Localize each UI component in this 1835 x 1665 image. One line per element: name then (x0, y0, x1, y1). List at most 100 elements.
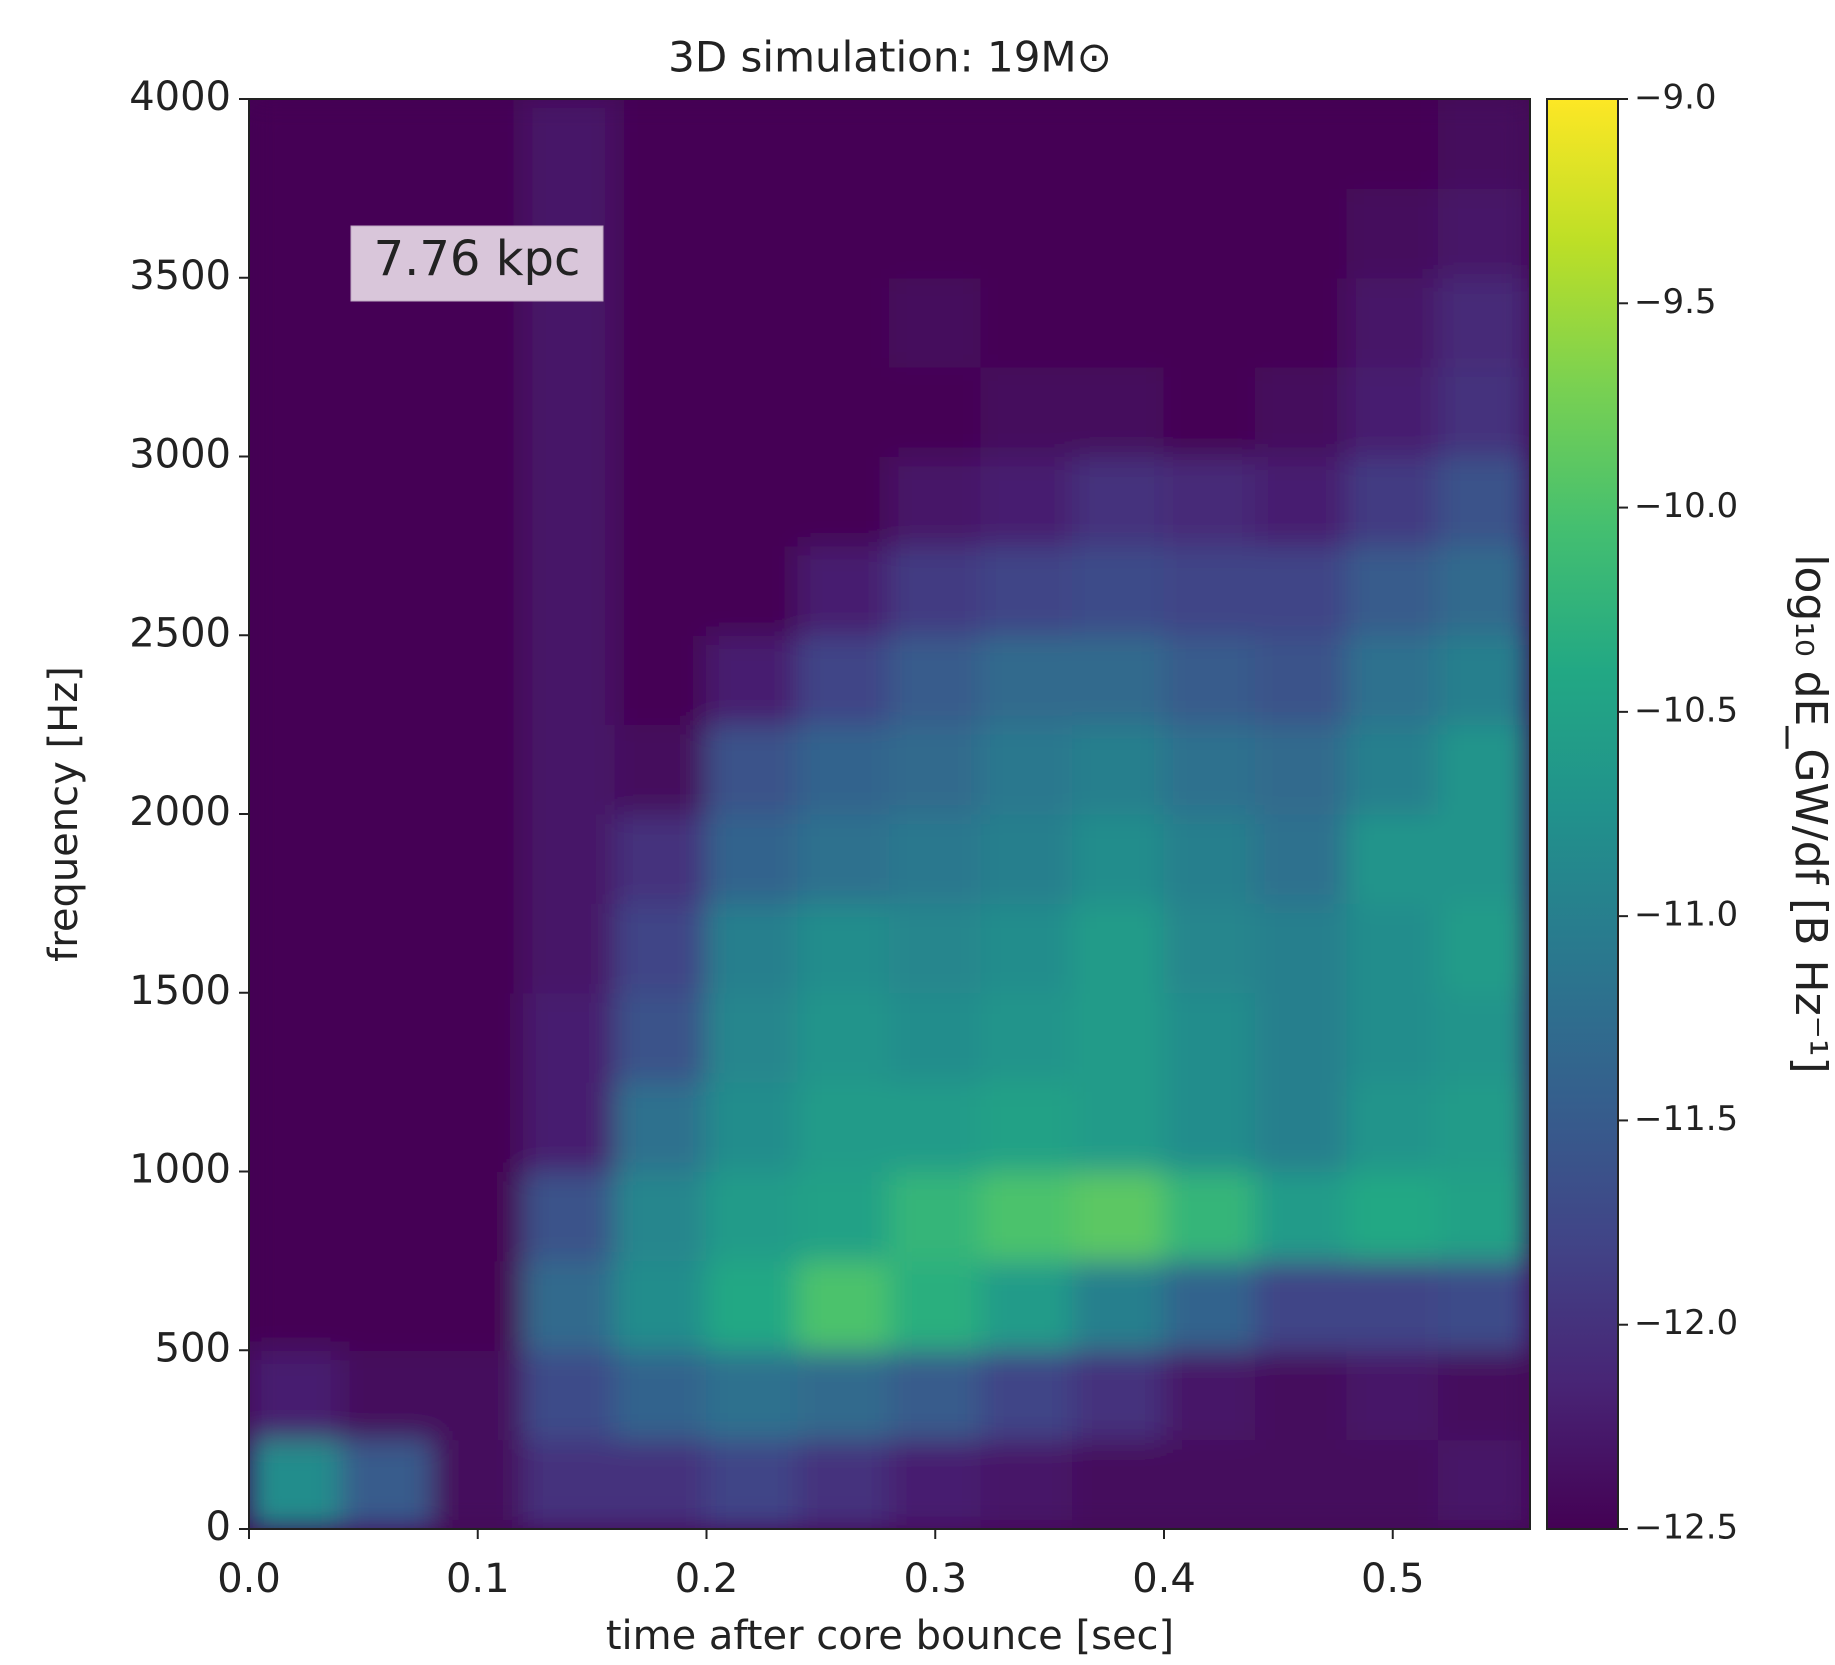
heatmap-cell (1346, 366, 1439, 457)
heatmap-cell (889, 99, 982, 189)
heatmap-cell (889, 1260, 982, 1351)
heatmap-cell (523, 1349, 616, 1441)
heatmap-cell (889, 456, 982, 547)
heatmap-cell (1346, 1081, 1439, 1172)
heatmap-cell (889, 1081, 982, 1172)
heatmap-cell (340, 1349, 433, 1441)
heatmap-cell (523, 99, 616, 189)
heatmap-cell (523, 813, 616, 904)
heatmap-cell (1438, 187, 1530, 279)
heatmap-cell (523, 1260, 616, 1351)
y-tick-label: 2000 (129, 789, 231, 835)
heatmap-cell (1438, 456, 1530, 547)
heatmap-cell (340, 1171, 433, 1262)
heatmap-cell (889, 992, 982, 1083)
heatmap-cell (889, 277, 982, 368)
colorbar-tick-label: −10.5 (1634, 690, 1738, 730)
heatmap-cell (340, 1081, 433, 1172)
heatmap-cell (1163, 545, 1256, 636)
heatmap-cell (1346, 724, 1439, 815)
heatmap-cell (1255, 99, 1348, 189)
heatmap-cell (797, 1439, 890, 1529)
heatmap-cell (1163, 366, 1256, 457)
heatmap-cell (889, 902, 982, 994)
heatmap-cell (431, 724, 524, 815)
heatmap-cell (797, 277, 890, 368)
annotation: 7.76 kpc (374, 231, 581, 287)
y-tick-label: 3000 (129, 432, 231, 478)
heatmap-cell (1072, 366, 1165, 457)
heatmap-cell (1438, 992, 1530, 1083)
heatmap-cell (1438, 99, 1530, 189)
colorbar-tick-label: −9.5 (1634, 282, 1717, 322)
heatmap-cells (249, 99, 1530, 1529)
heatmap-cell (249, 99, 341, 189)
heatmap-cell (980, 1081, 1073, 1172)
heatmap-cell (980, 456, 1073, 547)
heatmap-cell (1346, 99, 1439, 189)
heatmap-cell (1438, 634, 1530, 726)
heatmap-cell (249, 277, 341, 368)
heatmap-cell (431, 545, 524, 636)
heatmap-cell (523, 456, 616, 547)
heatmap-cell (1072, 1171, 1165, 1262)
heatmap-cell (706, 1171, 799, 1262)
heatmap-cell (797, 99, 890, 189)
heatmap-cell (1163, 813, 1256, 904)
heatmap-cell (249, 456, 341, 547)
heatmap-cell (889, 1349, 982, 1441)
heatmap-cell (431, 1349, 524, 1441)
heatmap-cell (1346, 545, 1439, 636)
heatmap-cell (706, 99, 799, 189)
heatmap-cell (1255, 366, 1348, 457)
x-tick-label: 0.2 (675, 1556, 739, 1602)
heatmap-cell (706, 1439, 799, 1529)
heatmap-cell (980, 902, 1073, 994)
heatmap-cell (889, 724, 982, 815)
colorbar-tick-label: −9.0 (1634, 78, 1717, 118)
heatmap-cell (797, 1171, 890, 1262)
heatmap-cell (706, 1260, 799, 1351)
heatmap-cell (523, 724, 616, 815)
chart-title: 3D simulation: 19M⊙ (668, 33, 1112, 82)
heatmap-cell (1438, 277, 1530, 368)
heatmap-cell (1346, 634, 1439, 726)
heatmap-cell (797, 992, 890, 1083)
x-tick-label: 0.3 (903, 1556, 967, 1602)
heatmap-cell (249, 813, 341, 904)
heatmap-cell (1438, 1081, 1530, 1172)
heatmap-cell (1438, 545, 1530, 636)
heatmap-cell (614, 1171, 707, 1262)
annotation-box (350, 225, 604, 302)
heatmap-cell (1072, 634, 1165, 726)
heatmap-cell (523, 992, 616, 1083)
heatmap-cell (340, 456, 433, 547)
heatmap-cell (340, 724, 433, 815)
heatmap-cell (980, 366, 1073, 457)
heatmap-cell (431, 99, 524, 189)
heatmap-cell (1163, 1171, 1256, 1262)
heatmap-cell (1255, 545, 1348, 636)
heatmap-cell (340, 813, 433, 904)
heatmap-cell (1072, 992, 1165, 1083)
heatmap-cell (523, 1171, 616, 1262)
heatmap-cell (249, 187, 341, 279)
heatmap-cell (1072, 277, 1165, 368)
heatmap-cell (706, 456, 799, 547)
heatmap-cell (249, 1349, 341, 1441)
heatmap-cell (980, 187, 1073, 279)
heatmap-cell (614, 992, 707, 1083)
heatmap-cell (797, 1081, 890, 1172)
heatmap-cell (889, 545, 982, 636)
heatmap-cell (1346, 1349, 1439, 1441)
heatmap-cell (1346, 1439, 1439, 1529)
heatmap-cell (1072, 724, 1165, 815)
heatmap-cell (614, 99, 707, 189)
heatmap-cell (889, 1439, 982, 1529)
x-tick-label: 0.1 (446, 1556, 510, 1602)
heatmap-cell (889, 187, 982, 279)
heatmap-cell (431, 992, 524, 1083)
colorbar-tick-label: −11.5 (1634, 1099, 1738, 1139)
heatmap-cell (614, 813, 707, 904)
